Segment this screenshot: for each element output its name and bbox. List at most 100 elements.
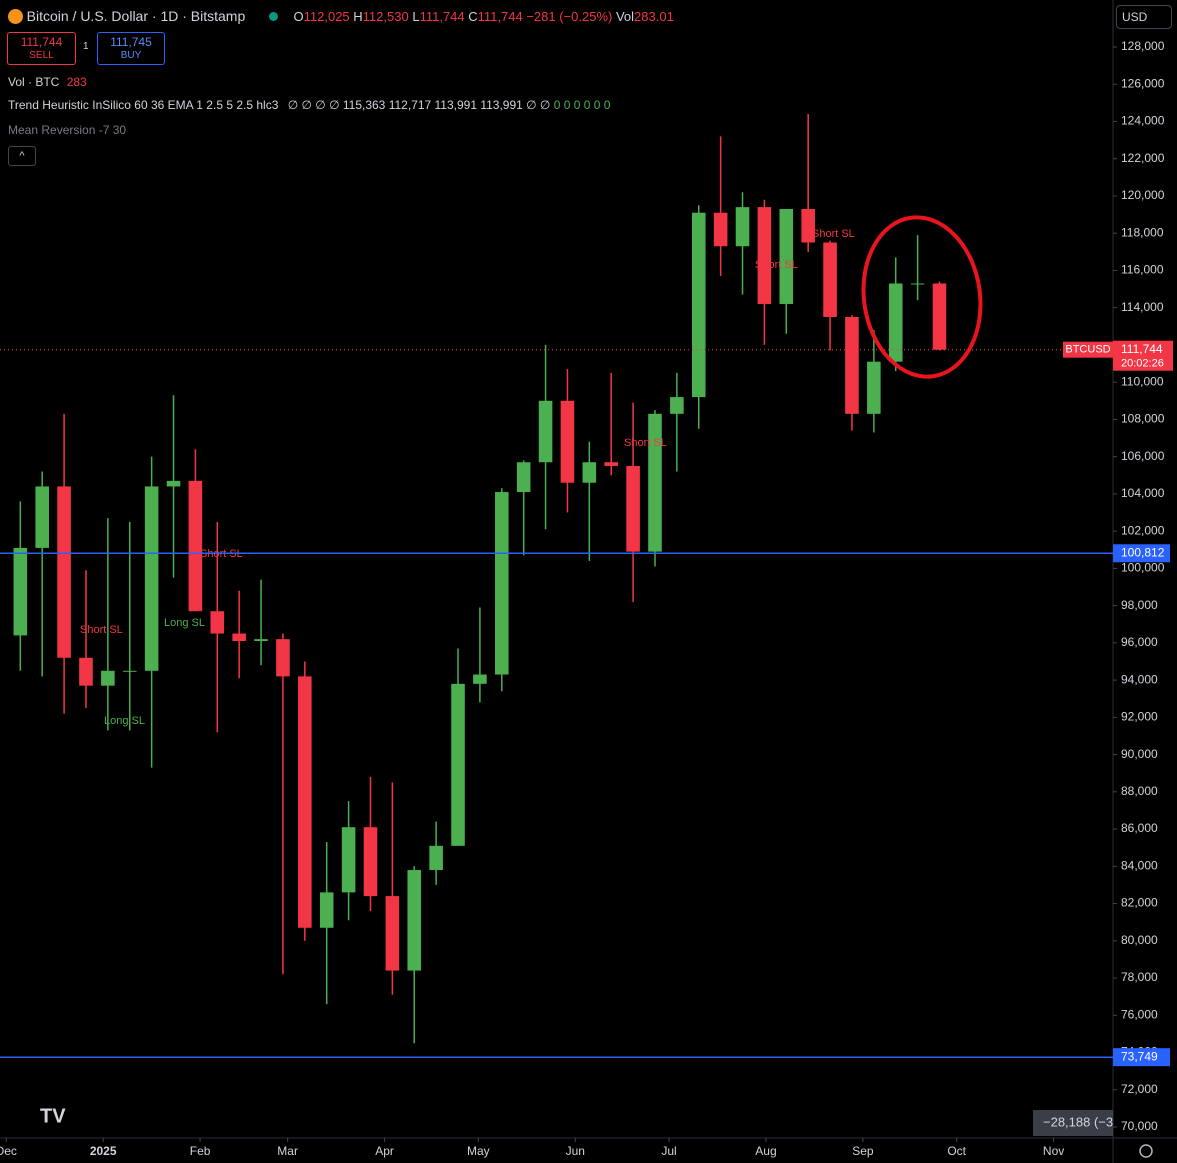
candle-body <box>57 486 71 658</box>
volume-indicator[interactable]: Vol · BTC <box>8 75 60 89</box>
trend-values: ∅ ∅ ∅ ∅ 115,363 112,717 113,991 113,991 … <box>287 98 551 112</box>
y-tick-label: 92,000 <box>1121 710 1158 724</box>
y-tick-label: 84,000 <box>1121 858 1158 872</box>
candle-body <box>276 639 290 677</box>
candle-body <box>35 486 49 548</box>
collapse-button[interactable]: ^ <box>8 146 36 166</box>
annotation: Short SL <box>80 624 123 636</box>
last-price-bg <box>1113 340 1173 371</box>
ohlc-c-label: C <box>468 9 478 24</box>
hand-drawn-circle <box>861 215 983 379</box>
change: −281 (−0.25%) <box>526 9 613 24</box>
y-tick-label: 104,000 <box>1121 486 1165 500</box>
candle-body <box>648 413 662 552</box>
candle-body <box>516 462 531 493</box>
symbol-tag: BTCUSD <box>1065 344 1110 356</box>
volume-indicator-row: Vol · BTC 283 <box>8 75 87 89</box>
trend-indicator[interactable]: Trend Heuristic InSilico 60 36 EMA 1 2.5… <box>8 98 279 112</box>
level-label: 73,749 <box>1121 1049 1158 1063</box>
buy-button[interactable]: 111,745 BUY <box>97 32 165 65</box>
vol-label: Vol <box>615 9 635 24</box>
candle-body <box>363 827 378 897</box>
y-tick-label: 106,000 <box>1121 449 1165 463</box>
countdown: 20:02:26 <box>1121 358 1164 370</box>
x-tick-label: Apr <box>375 1144 394 1158</box>
candle-body <box>582 462 597 483</box>
y-tick-label: 118,000 <box>1121 225 1164 239</box>
last-price-label: 111,744 <box>1121 342 1163 356</box>
candle-body <box>757 207 772 304</box>
candle-body <box>538 400 553 463</box>
x-tick-label: Feb <box>190 1144 211 1158</box>
sell-price: 111,744 <box>20 35 63 49</box>
candle-body <box>407 870 422 971</box>
candle-body <box>122 670 137 672</box>
ohlc-h-label: H <box>353 9 363 24</box>
candle-body <box>670 397 684 414</box>
ohlc-l: 111,744 <box>419 9 465 24</box>
y-tick-label: 82,000 <box>1121 896 1158 910</box>
y-tick-label: 102,000 <box>1121 523 1165 537</box>
x-tick-label: Mar <box>277 1144 298 1158</box>
spread: 1 <box>83 41 89 52</box>
settings-icon[interactable] <box>1139 1144 1153 1158</box>
symbol-tag-bg <box>1063 341 1113 358</box>
ohlc-o: 112,025 <box>303 9 350 24</box>
currency: USD <box>1122 10 1148 24</box>
currency-select[interactable]: USD <box>1116 5 1172 29</box>
x-tick-label: Oct <box>947 1144 966 1158</box>
buy-price: 111,745 <box>110 35 152 49</box>
y-tick-label: 86,000 <box>1121 821 1158 835</box>
candle-body <box>779 209 794 304</box>
y-tick-label: 70,000 <box>1121 1119 1158 1133</box>
annotation: Long SL <box>104 715 145 727</box>
annotation: Short SL <box>812 228 855 240</box>
x-tick-label: Sep <box>852 1144 874 1158</box>
y-tick-label: 126,000 <box>1121 76 1165 90</box>
y-tick-label: 114,000 <box>1121 300 1164 314</box>
y-tick-label: 78,000 <box>1121 970 1158 984</box>
annotation: Long SL <box>164 617 205 629</box>
sell-label: SELL <box>29 50 54 61</box>
candle-body <box>735 207 750 247</box>
symbol[interactable]: Bitcoin / U.S. Dollar · 1D · Bitstamp <box>26 8 246 24</box>
y-tick-label: 120,000 <box>1121 188 1165 202</box>
y-tick-label: 96,000 <box>1121 635 1158 649</box>
candle-body <box>932 283 947 350</box>
sell-button[interactable]: 111,744 SELL <box>7 32 76 65</box>
candle-body <box>845 317 859 414</box>
y-tick-label: 94,000 <box>1121 672 1158 686</box>
ohlc-c: 111,744 <box>477 9 523 24</box>
x-tick-label: Jun <box>566 1144 585 1158</box>
trend-indicator-row: Trend Heuristic InSilico 60 36 EMA 1 2.5… <box>8 98 610 112</box>
tradingview-logo: TV <box>40 1105 66 1127</box>
candle-body <box>451 683 465 846</box>
candle-body <box>166 480 181 487</box>
y-tick-label: 98,000 <box>1121 598 1158 612</box>
y-tick-label: 76,000 <box>1121 1007 1158 1021</box>
candle-body <box>713 212 728 247</box>
x-tick-label: Aug <box>755 1144 776 1158</box>
y-tick-label: 90,000 <box>1121 747 1158 761</box>
y-tick-label: 116,000 <box>1121 263 1164 277</box>
measure-box <box>1033 1110 1113 1136</box>
candle-body <box>560 400 575 483</box>
x-tick-label: Dec <box>0 1144 17 1158</box>
y-tick-label: 80,000 <box>1121 933 1158 947</box>
y-tick-label: 108,000 <box>1121 412 1165 426</box>
candle-body <box>823 242 837 317</box>
y-tick-label: 110,000 <box>1121 374 1164 388</box>
y-tick-label: 88,000 <box>1121 784 1158 798</box>
mean-reversion[interactable]: Mean Reversion -7 30 <box>8 123 127 137</box>
candle-body <box>429 845 443 871</box>
x-tick-label: 2025 <box>90 1144 117 1158</box>
bitcoin-icon <box>8 9 23 24</box>
candle-body <box>495 492 509 675</box>
candle-body <box>210 611 225 634</box>
ohlc-h: 112,530 <box>362 9 409 24</box>
candle-body <box>888 283 903 362</box>
candle-body <box>910 283 925 285</box>
y-tick-label: 124,000 <box>1121 114 1165 128</box>
